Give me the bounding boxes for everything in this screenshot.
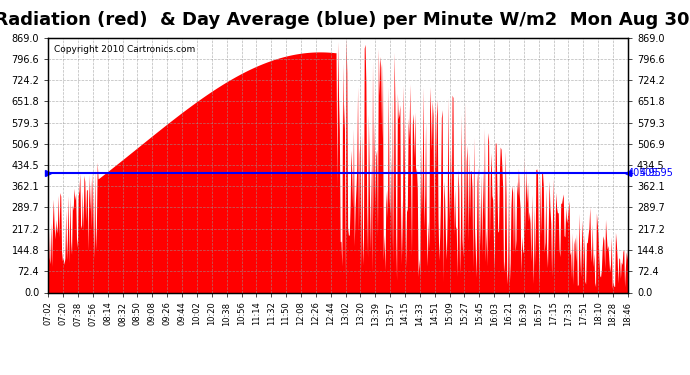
Text: Solar Radiation (red)  & Day Average (blue) per Minute W/m2  Mon Aug 30 18:57: Solar Radiation (red) & Day Average (blu…: [0, 11, 690, 29]
Text: Copyright 2010 Cartronics.com: Copyright 2010 Cartronics.com: [54, 45, 195, 54]
Text: 405.95: 405.95: [628, 168, 662, 178]
Text: 405.95: 405.95: [640, 168, 673, 178]
